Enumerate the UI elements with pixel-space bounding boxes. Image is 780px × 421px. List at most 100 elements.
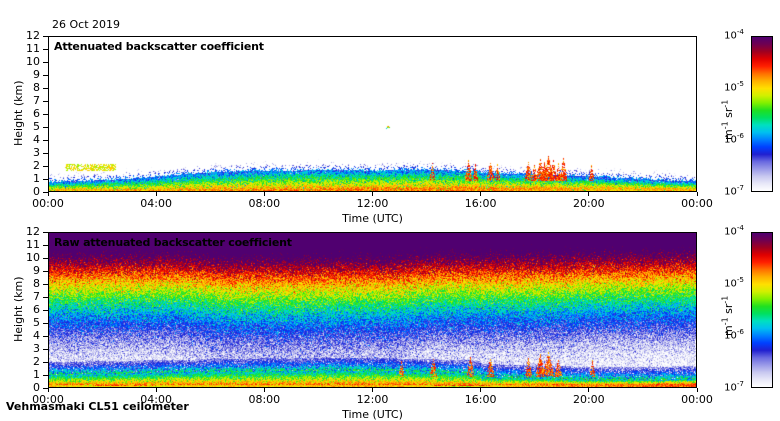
bottom-ytick — [43, 309, 48, 311]
bottom-ytick — [43, 322, 48, 324]
bottom-ytick-label: 2 — [33, 355, 40, 368]
bottom-xtick-label: 08:00 — [248, 393, 281, 406]
top-axis-title: Time (UTC) — [342, 212, 403, 225]
bottom-ytick — [43, 335, 48, 337]
colorbar-top-tick-label: 10-4 — [724, 27, 744, 42]
bottom-ytick — [43, 361, 48, 363]
bottom-ytick-label: 6 — [33, 303, 40, 316]
bottom-xtick-label: 04:00 — [140, 393, 173, 406]
top-ytick — [43, 126, 48, 128]
bottom-xtick — [372, 388, 373, 392]
top-xtick-label: 08:00 — [248, 197, 281, 210]
top-xtick — [263, 192, 265, 196]
bottom-xtick — [155, 388, 157, 392]
bottom-ytick — [43, 296, 48, 298]
top-axis-title: Height (km) — [12, 80, 25, 146]
colorbar-bottom-unit-label: m-1 sr-1 — [720, 295, 735, 336]
footer-site-label: Vehmasmaki CL51 ceilometer — [6, 400, 189, 413]
top-ytick — [43, 48, 48, 50]
top-xtick — [480, 192, 482, 196]
bottom-ytick-label: 12 — [26, 225, 40, 238]
top-xtick-label: 20:00 — [572, 197, 605, 210]
top-ytick-label: 4 — [33, 133, 40, 146]
colorbar-bottom-tick-label: 10-7 — [724, 379, 744, 394]
bottom-xtick — [696, 388, 698, 392]
top-xtick-label: 00:00 — [32, 197, 64, 210]
bottom-ytick-label: 11 — [26, 238, 40, 251]
bottom-axis-title: Height (km) — [12, 276, 25, 342]
top-xtick — [588, 192, 590, 196]
bottom-xtick — [263, 388, 265, 392]
panel-raw-attenuated-backscatter: Raw attenuated backscatter coefficient — [48, 232, 697, 388]
bottom-xtick — [588, 388, 590, 392]
bottom-ytick — [43, 231, 48, 233]
top-ytick-label: 11 — [26, 42, 40, 55]
top-ytick — [43, 178, 48, 180]
top-ytick-label: 0 — [33, 185, 40, 198]
top-ytick-label: 8 — [33, 81, 40, 94]
bottom-ytick-label: 7 — [33, 290, 40, 303]
bottom-xtick-label: 00:00 — [681, 393, 713, 406]
date-title: 26 Oct 2019 — [52, 18, 121, 31]
bottom-ytick-label: 5 — [33, 316, 40, 329]
bottom-ytick — [43, 257, 48, 259]
top-xtick-label: 12:00 — [356, 197, 389, 210]
bottom-ytick — [43, 283, 48, 285]
top-ytick — [43, 191, 48, 193]
bottom-xtick-label: 16:00 — [464, 393, 497, 406]
bottom-ytick-label: 0 — [33, 381, 40, 394]
colorbar-bottom-tick-label: 10-6 — [724, 327, 744, 342]
bottom-axis-title: Time (UTC) — [342, 408, 403, 421]
colorbar-gradient-top — [752, 37, 772, 191]
top-ytick — [43, 61, 48, 63]
colorbar-top-tick-label: 10-5 — [724, 79, 744, 94]
bottom-xtick-label: 20:00 — [572, 393, 605, 406]
panel-attenuated-backscatter: Attenuated backscatter coefficient — [48, 36, 697, 192]
top-ytick — [43, 74, 48, 76]
top-ytick-label: 2 — [33, 159, 40, 172]
bottom-ytick — [43, 348, 48, 350]
panel-bottom-label: Raw attenuated backscatter coefficient — [54, 236, 292, 249]
bottom-xtick — [47, 388, 49, 392]
bottom-xtick — [480, 388, 482, 392]
top-ytick — [43, 113, 48, 115]
top-xtick — [372, 192, 373, 196]
top-ytick — [43, 152, 48, 154]
top-xtick — [155, 192, 157, 196]
top-ytick-label: 7 — [33, 94, 40, 107]
top-ytick-label: 1 — [33, 172, 40, 185]
colorbar-top-tick-label: 10-7 — [724, 183, 744, 198]
colorbar-gradient-bottom — [752, 233, 772, 387]
top-ytick-label: 6 — [33, 107, 40, 120]
top-ytick-label: 12 — [26, 29, 40, 42]
bottom-ytick-label: 8 — [33, 277, 40, 290]
top-ytick-label: 5 — [33, 120, 40, 133]
top-ytick — [43, 100, 48, 102]
colorbar-top-unit-label: m-1 sr-1 — [720, 99, 735, 140]
top-ytick — [43, 165, 48, 167]
top-ytick-label: 9 — [33, 68, 40, 81]
colorbar-top-tick-label: 10-6 — [724, 131, 744, 146]
top-xtick-label: 04:00 — [140, 197, 173, 210]
panel-top-label: Attenuated backscatter coefficient — [54, 40, 264, 53]
top-xtick-label: 00:00 — [681, 197, 713, 210]
bottom-xtick-label: 00:00 — [32, 393, 64, 406]
top-ytick — [43, 35, 48, 37]
top-ytick-label: 3 — [33, 146, 40, 159]
colorbar-bottom-tick-label: 10-4 — [724, 223, 744, 238]
raw-attenuated-backscatter-heatmap — [49, 233, 696, 387]
bottom-ytick-label: 10 — [26, 251, 40, 264]
colorbar-bottom — [751, 232, 773, 388]
colorbar-top — [751, 36, 773, 192]
attenuated-backscatter-heatmap — [49, 37, 696, 191]
bottom-ytick — [43, 374, 48, 376]
bottom-ytick-label: 1 — [33, 368, 40, 381]
bottom-xtick-label: 12:00 — [356, 393, 389, 406]
top-xtick — [696, 192, 698, 196]
colorbar-bottom-tick-label: 10-5 — [724, 275, 744, 290]
top-ytick — [43, 87, 48, 89]
bottom-ytick — [43, 244, 48, 246]
top-xtick-label: 16:00 — [464, 197, 497, 210]
bottom-ytick-label: 4 — [33, 329, 40, 342]
